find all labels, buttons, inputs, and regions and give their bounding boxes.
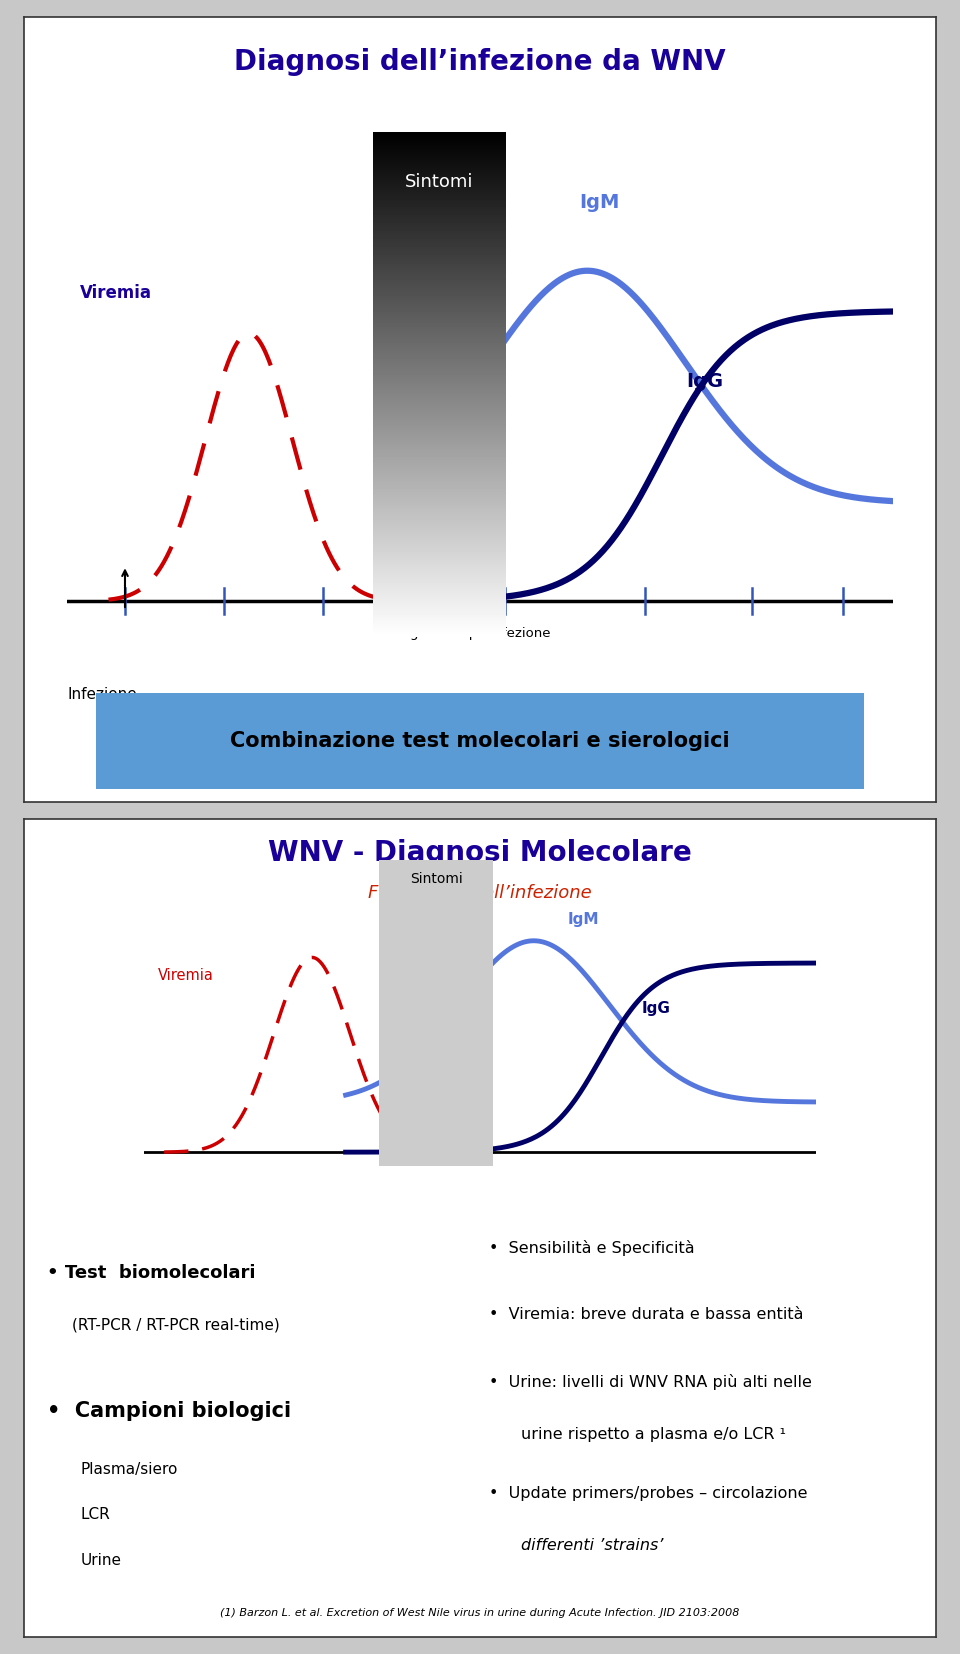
Text: •  Update primers/probes – circolazione: • Update primers/probes – circolazione (489, 1485, 807, 1502)
Text: Plasma/siero: Plasma/siero (81, 1462, 178, 1477)
Text: • Test  biomolecolari: • Test biomolecolari (47, 1264, 255, 1282)
Text: urine rispetto a plasma e/o LCR ¹: urine rispetto a plasma e/o LCR ¹ (520, 1426, 785, 1442)
Text: differenti ’strains’: differenti ’strains’ (520, 1538, 663, 1553)
Text: •  Urine: livelli di WNV RNA più alti nelle: • Urine: livelli di WNV RNA più alti nel… (489, 1374, 812, 1391)
Text: •  Viremia: breve durata e bassa entità: • Viremia: breve durata e bassa entità (489, 1307, 804, 1323)
Text: LCR: LCR (81, 1507, 110, 1522)
Text: Infezione: Infezione (67, 688, 137, 703)
Text: (RT-PCR / RT-PCR real-time): (RT-PCR / RT-PCR real-time) (72, 1317, 280, 1331)
Text: giorni dopo infezione: giorni dopo infezione (410, 627, 550, 640)
Text: Sintomi: Sintomi (404, 172, 473, 190)
Text: Viremia: Viremia (80, 283, 152, 301)
Text: (1) Barzon L. et al. Excretion of West Nile virus in urine during Acute Infectio: (1) Barzon L. et al. Excretion of West N… (220, 1608, 740, 1618)
Text: Urine: Urine (81, 1553, 122, 1568)
Text: •  Campioni biologici: • Campioni biologici (47, 1401, 291, 1421)
Text: IgM: IgM (567, 911, 599, 926)
Text: •  Sensibilità e Specificità: • Sensibilità e Specificità (489, 1240, 695, 1257)
Text: Viremia: Viremia (157, 968, 213, 982)
Text: Fase acuta dell’infezione: Fase acuta dell’infezione (368, 885, 592, 901)
Text: IgG: IgG (686, 372, 724, 390)
Text: Combinazione test molecolari e sierologici: Combinazione test molecolari e sierologi… (230, 731, 730, 751)
Text: Diagnosi dell’infezione da WNV: Diagnosi dell’infezione da WNV (234, 48, 726, 76)
Text: IgG: IgG (641, 1001, 670, 1016)
Text: WNV - Diagnosi Molecolare: WNV - Diagnosi Molecolare (268, 839, 692, 867)
Text: Sintomi: Sintomi (410, 872, 463, 887)
Text: IgM: IgM (579, 194, 619, 212)
